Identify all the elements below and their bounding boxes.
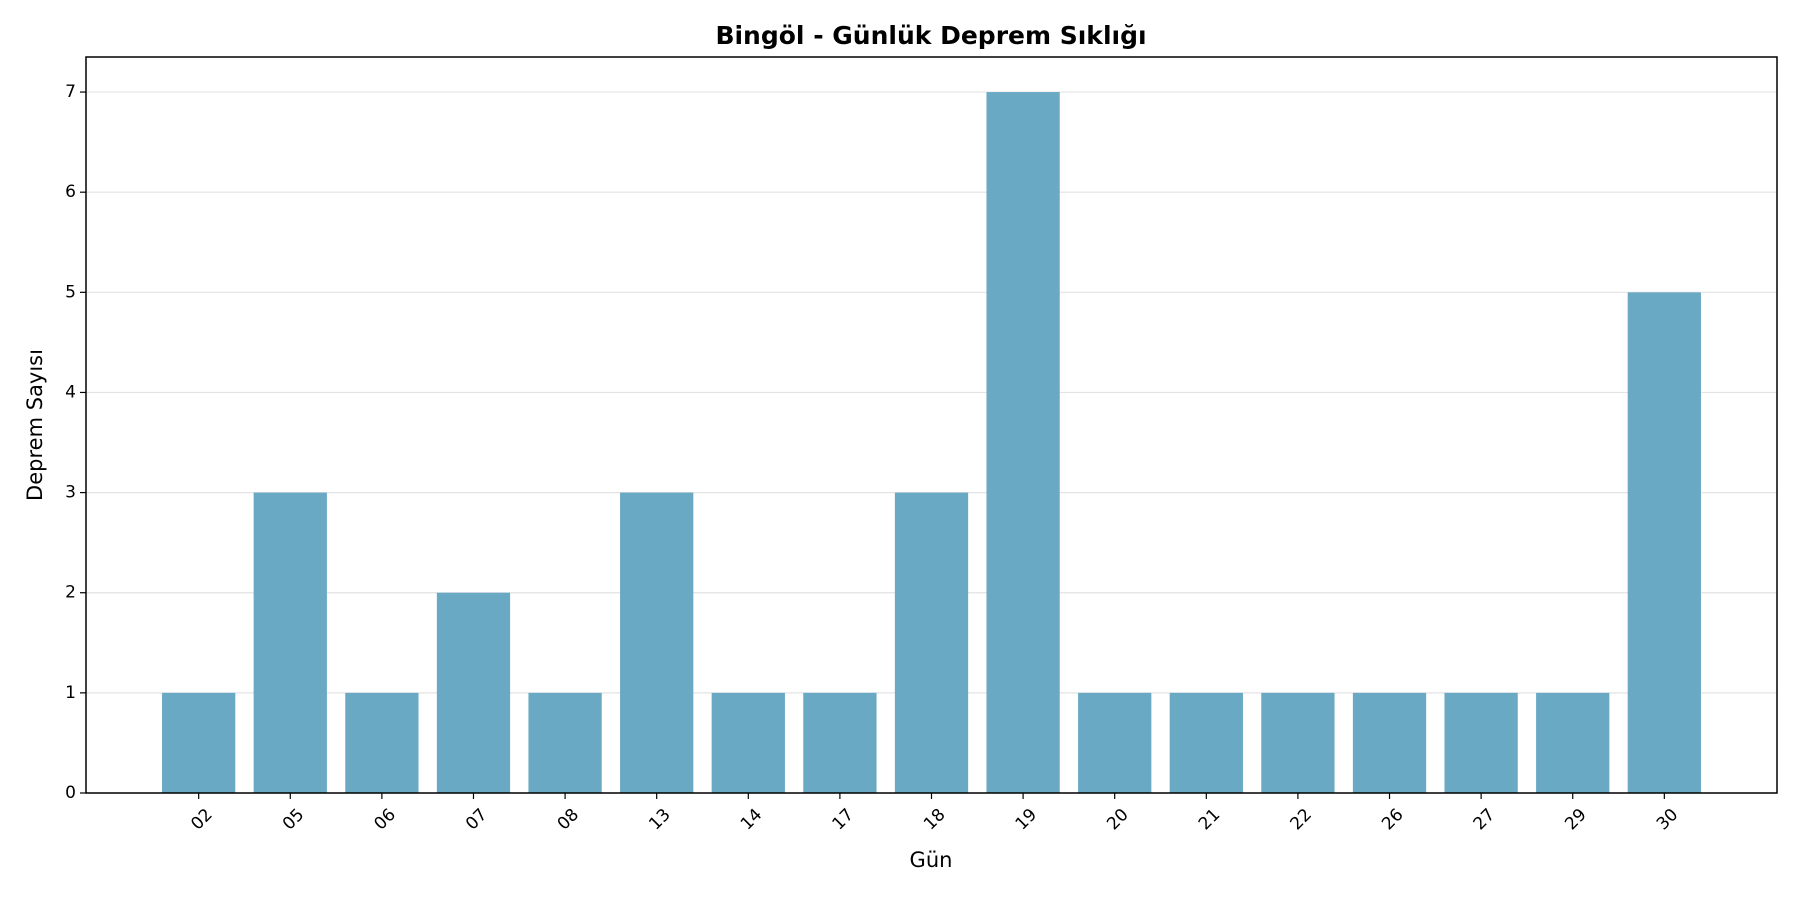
y-tick-label: 5 — [65, 282, 76, 302]
bar — [986, 92, 1060, 794]
bar — [1169, 692, 1243, 793]
y-tick-label: 4 — [65, 382, 76, 402]
y-axis-label: Deprem Sayısı — [23, 349, 47, 501]
bar — [436, 592, 511, 793]
y-tick-label: 3 — [65, 483, 76, 503]
bar — [1261, 692, 1335, 793]
bar — [620, 492, 694, 793]
plot-frame — [85, 56, 1778, 794]
bar — [528, 692, 602, 793]
bar — [1536, 692, 1610, 793]
x-axis-label: Gün — [910, 848, 953, 872]
bar — [1078, 692, 1152, 793]
chart-title: Bingöl - Günlük Deprem Sıklığı — [715, 21, 1146, 50]
y-tick-label: 1 — [65, 683, 76, 703]
bar — [345, 692, 419, 793]
y-tick-label: 0 — [65, 783, 76, 803]
bar — [1627, 292, 1701, 793]
bar — [894, 492, 969, 793]
y-tick-label: 6 — [65, 182, 76, 202]
bar — [803, 692, 877, 793]
y-tick-label: 2 — [65, 583, 76, 603]
bar — [1444, 692, 1518, 793]
bar — [253, 492, 327, 793]
y-tick-label: 7 — [65, 82, 76, 102]
bar — [162, 692, 236, 793]
bar — [711, 692, 785, 793]
bar — [1352, 692, 1427, 793]
